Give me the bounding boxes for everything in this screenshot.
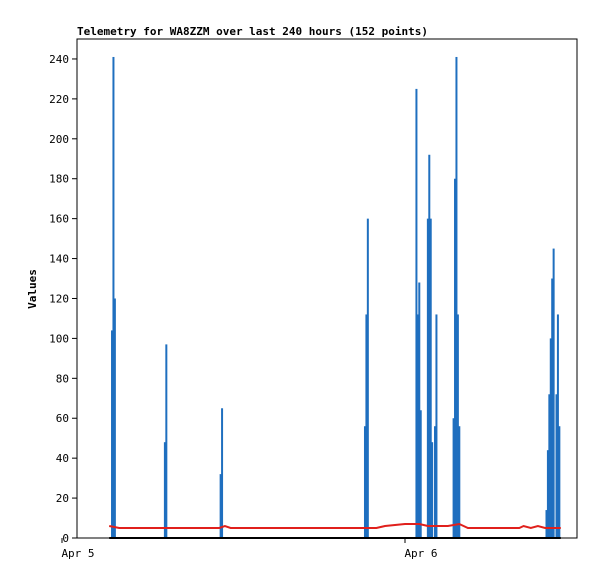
bar: [455, 56, 458, 539]
bar: [454, 178, 457, 538]
bar: [552, 248, 555, 538]
bar: [426, 218, 429, 538]
y-tick-label: 0: [62, 532, 69, 545]
bar: [546, 450, 549, 538]
bar: [435, 314, 438, 538]
x-axis: Apr 5 Apr 6: [61, 538, 438, 560]
bar: [418, 282, 421, 538]
line-series: [109, 522, 561, 539]
bar: [219, 474, 222, 538]
bar: [548, 394, 551, 538]
bar: [558, 426, 561, 538]
bar: [415, 88, 418, 539]
y-tick-label: 200: [49, 133, 69, 146]
series-line: [109, 522, 561, 530]
y-axis: 0 20 40 60 80 100 120 140 160 180 200 220 240: [49, 53, 77, 545]
y-tick-label: 40: [56, 452, 69, 465]
bar: [366, 218, 369, 538]
bar: [416, 314, 419, 538]
bar: [456, 314, 459, 538]
plot-area: [76, 38, 578, 539]
bar: [163, 442, 166, 538]
bar: [555, 394, 558, 538]
y-tick-label: 180: [49, 173, 69, 186]
bar: [165, 344, 168, 538]
y-axis-label: Values: [26, 269, 39, 309]
bar: [363, 426, 366, 538]
bar: [458, 426, 461, 538]
y-tick-label: 60: [56, 412, 69, 425]
y-tick-label: 100: [49, 332, 69, 345]
bar: [431, 442, 434, 538]
bar: [551, 278, 554, 538]
y-tick-label: 120: [49, 292, 69, 305]
x-tick-label: Apr 5: [61, 547, 94, 560]
y-tick-label: 220: [49, 93, 69, 106]
bar: [365, 314, 368, 538]
bar: [556, 314, 559, 538]
bar: [419, 410, 422, 538]
y-tick-label: 240: [49, 53, 69, 66]
y-tick-label: 140: [49, 253, 69, 266]
chart-title: Telemetry for WA8ZZM over last 240 hours…: [77, 25, 428, 38]
bar: [112, 56, 115, 539]
bar: [549, 338, 552, 538]
bar: [111, 330, 114, 538]
bar: [452, 418, 455, 538]
bar: [221, 408, 224, 538]
bar: [545, 510, 548, 538]
y-tick-label: 80: [56, 372, 69, 385]
bar: [429, 218, 432, 538]
bar: [113, 298, 116, 538]
bar: [428, 154, 431, 538]
y-tick-label: 20: [56, 492, 69, 505]
bar-series: [111, 56, 561, 539]
x-tick-label: Apr 6: [404, 547, 437, 560]
y-tick-label: 160: [49, 213, 69, 226]
bar: [434, 426, 437, 538]
